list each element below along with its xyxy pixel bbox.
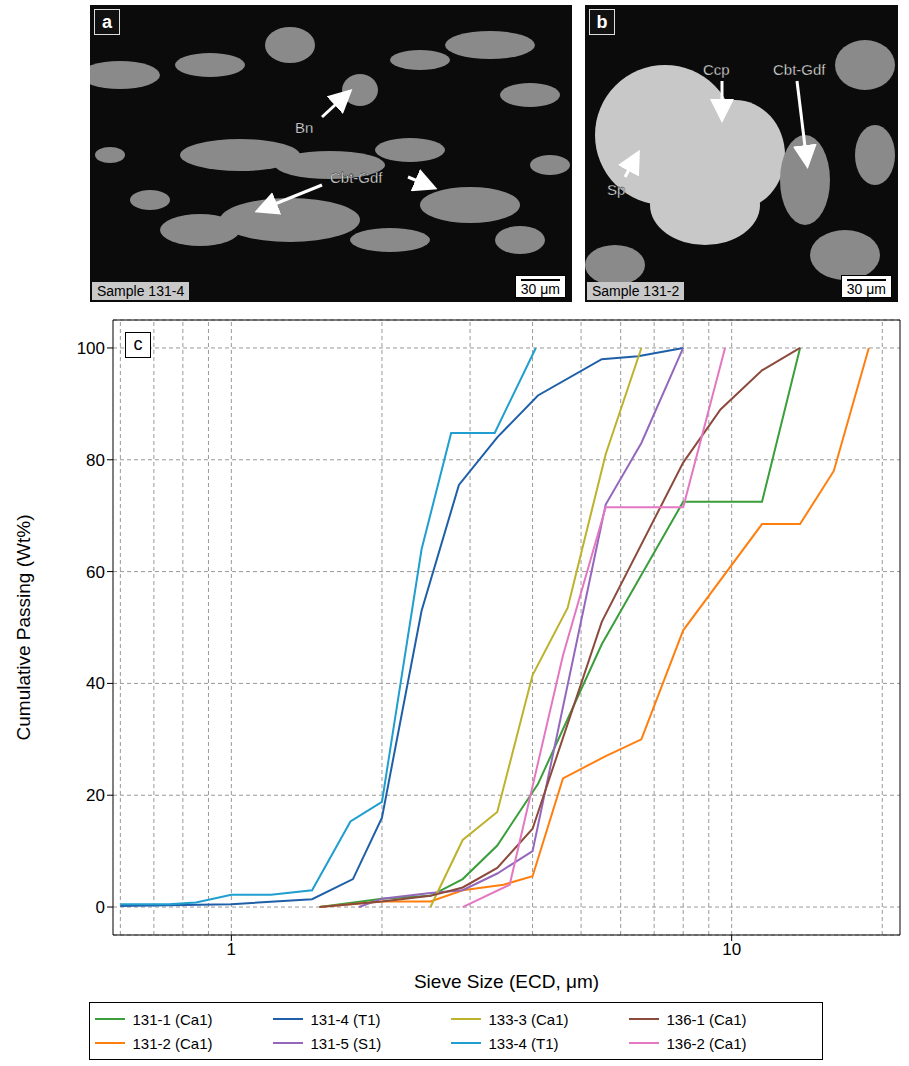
- html-text:131-1 (Ca1): 131-1 (Ca1): [132, 1010, 213, 1028]
- html-text:136-1 (Ca1): 136-1 (Ca1): [666, 1010, 747, 1028]
- html-text:Sample 131-2: Sample 131-2: [592, 283, 680, 299]
- svg-text:Bn: Bn: [295, 119, 313, 136]
- html-text:b: b: [596, 12, 608, 32]
- svg-text:Cumulative Passing (Wt%): Cumulative Passing (Wt%): [13, 515, 34, 741]
- svg-text:Cbt-Gdf: Cbt-Gdf: [330, 169, 383, 186]
- html-text:131-5 (S1): 131-5 (S1): [310, 1034, 382, 1052]
- html-text:133-3 (Ca1): 133-3 (Ca1): [488, 1010, 569, 1028]
- html-text:131-2 (Ca1): 131-2 (Ca1): [132, 1034, 213, 1052]
- html-text:c: c: [133, 334, 143, 354]
- svg-text:80: 80: [86, 451, 105, 470]
- svg-text:100: 100: [77, 339, 105, 358]
- svg-text:Ccp: Ccp: [703, 61, 730, 78]
- svg-text:Cbt-Gdf: Cbt-Gdf: [773, 61, 826, 78]
- svg-text:1: 1: [227, 940, 236, 959]
- html-text:30 μm: 30 μm: [846, 281, 886, 297]
- html-text:Sample 131-4: Sample 131-4: [97, 283, 185, 299]
- svg-text:Sieve Size (ECD, μm): Sieve Size (ECD, μm): [414, 971, 599, 992]
- html-text:a: a: [102, 12, 112, 32]
- svg-text:0: 0: [96, 898, 105, 917]
- svg-text:Sp: Sp: [607, 181, 625, 198]
- html-text:30 μm: 30 μm: [520, 281, 560, 297]
- svg-text:10: 10: [722, 940, 741, 959]
- svg-text:60: 60: [86, 563, 105, 582]
- html-text:131-4 (T1): 131-4 (T1): [310, 1010, 381, 1028]
- svg-text:40: 40: [86, 674, 105, 693]
- html-text:136-2 (Ca1): 136-2 (Ca1): [666, 1034, 747, 1052]
- svg-text:20: 20: [86, 786, 105, 805]
- html-text:133-4 (T1): 133-4 (T1): [488, 1034, 559, 1052]
